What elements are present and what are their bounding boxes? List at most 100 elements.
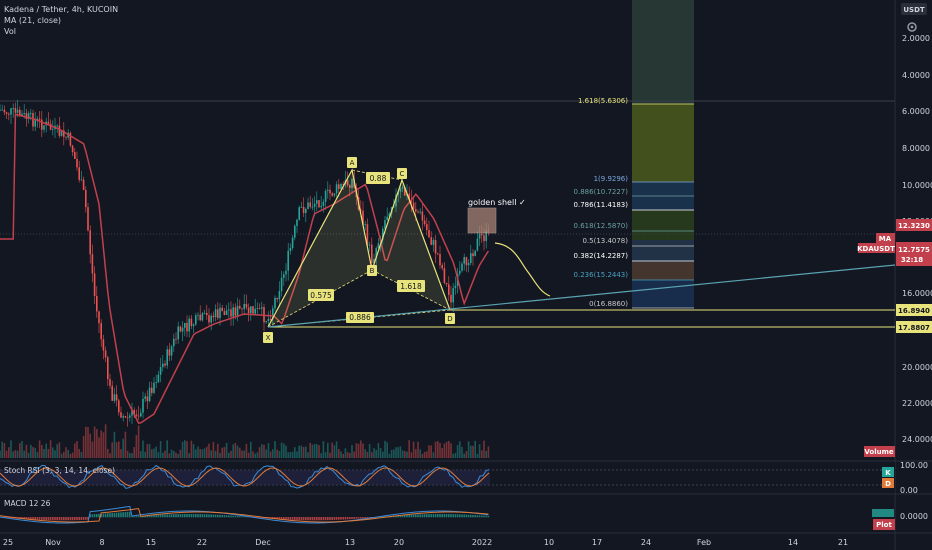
macd-bar xyxy=(289,517,292,520)
candle-body xyxy=(197,314,199,316)
macd-bar xyxy=(85,517,87,520)
candle-body xyxy=(166,349,168,366)
stoch-d-tag: D xyxy=(882,478,894,488)
candle-body xyxy=(168,349,171,356)
candle-body xyxy=(93,273,96,296)
macd-bar xyxy=(421,514,424,518)
candle-body xyxy=(192,324,195,327)
candle-body xyxy=(104,350,107,358)
candle-body xyxy=(76,158,78,168)
volume-indicator-label[interactable]: Vol xyxy=(4,27,16,36)
macd-bar xyxy=(478,515,481,518)
macd-bar xyxy=(5,517,8,518)
volume-bar xyxy=(133,447,135,458)
macd-bar xyxy=(214,514,217,518)
candle-body xyxy=(331,193,333,196)
volume-bar xyxy=(212,441,215,458)
volume-bar xyxy=(225,442,228,458)
macd-bar xyxy=(243,516,245,518)
volume-bar xyxy=(443,443,446,458)
volume-bar xyxy=(399,446,402,458)
macd-bar xyxy=(98,513,100,518)
macd-bar xyxy=(47,517,50,521)
volume-bar xyxy=(313,443,316,458)
candle-body xyxy=(120,412,122,418)
signal-line xyxy=(0,508,489,523)
macd-bar xyxy=(423,514,426,518)
candle-body xyxy=(25,113,28,120)
svg-text:MA: MA xyxy=(879,235,892,243)
candle-body xyxy=(49,123,52,130)
ma-indicator-label[interactable]: MA (21, close) xyxy=(4,16,61,25)
volume-bar xyxy=(239,447,241,458)
candle-body xyxy=(133,410,135,415)
volume-bar xyxy=(241,450,243,458)
candle-body xyxy=(272,308,274,319)
volume-bar xyxy=(188,453,190,458)
macd-bar xyxy=(153,515,155,518)
point-label-d: D xyxy=(445,313,455,324)
stoch-rsi-label[interactable]: Stoch RSI (3, 3, 14, 14, close) xyxy=(4,466,115,475)
macd-bar xyxy=(338,517,340,520)
candle-body xyxy=(203,313,206,314)
macd-label[interactable]: MACD 12 26 xyxy=(4,499,51,508)
svg-text:20: 20 xyxy=(394,538,404,547)
price-axis[interactable]: 2.0000 4.0000 6.0000 8.0000 10.0000 12.0… xyxy=(902,34,932,444)
macd-bar xyxy=(30,517,32,520)
macd-bar xyxy=(397,515,399,518)
volume-bar xyxy=(228,452,230,458)
volume-bar xyxy=(115,442,118,458)
macd-bar xyxy=(245,516,248,518)
candle-body xyxy=(351,178,353,188)
macd-bar xyxy=(111,512,113,518)
volume-bar xyxy=(360,440,362,458)
volume-bar xyxy=(159,441,162,458)
volume-bar xyxy=(98,437,100,458)
macd-bar xyxy=(485,515,487,518)
macd-bar xyxy=(124,512,127,518)
volume-bar xyxy=(32,447,34,458)
macd-histogram xyxy=(0,511,490,521)
candle-body xyxy=(0,109,1,111)
macd-bar xyxy=(335,517,338,520)
volume-bar xyxy=(100,430,102,458)
fib-target-box[interactable] xyxy=(632,0,694,308)
fib-label-0: 0(16.8860) xyxy=(589,300,628,308)
candle-body xyxy=(74,152,76,159)
volume-bar xyxy=(430,445,432,458)
fib-label-0886: 0.886(10.7227) xyxy=(574,188,629,196)
volume-bar xyxy=(30,444,32,458)
volume-bar xyxy=(318,445,320,458)
macd-bar xyxy=(52,517,54,521)
candle-body xyxy=(89,230,91,255)
candle-body xyxy=(177,326,179,340)
volume-bar xyxy=(23,450,25,458)
settings-icon[interactable] xyxy=(907,22,917,32)
volume-bar xyxy=(401,450,404,458)
volume-bar xyxy=(485,450,487,458)
volume-bar xyxy=(3,443,6,458)
volume-bar xyxy=(441,448,443,458)
volume-bar xyxy=(342,453,344,458)
ma-value-tag: 12.3230 xyxy=(896,219,932,231)
candle-body xyxy=(210,315,212,323)
volume-bar xyxy=(155,446,157,458)
volume-bar xyxy=(192,444,195,458)
volume-bar xyxy=(223,447,226,458)
point-label-x: X xyxy=(263,332,273,343)
time-axis[interactable]: 25 Nov 8 15 22 Dec 13 20 2022 10 17 24 F… xyxy=(3,538,848,547)
volume-bar xyxy=(27,452,30,458)
macd-bar xyxy=(197,514,199,518)
candle-body xyxy=(274,297,276,309)
volume-bar xyxy=(0,450,1,458)
candle-body xyxy=(465,257,468,266)
candle-body xyxy=(432,240,435,245)
point-label-b: B xyxy=(367,265,377,276)
macd-bar xyxy=(296,517,298,521)
golden-shell-box[interactable] xyxy=(467,207,497,234)
candle-body xyxy=(333,193,336,196)
volume-bar xyxy=(148,444,151,458)
candle-body xyxy=(423,220,426,225)
volume-bar xyxy=(300,445,303,458)
